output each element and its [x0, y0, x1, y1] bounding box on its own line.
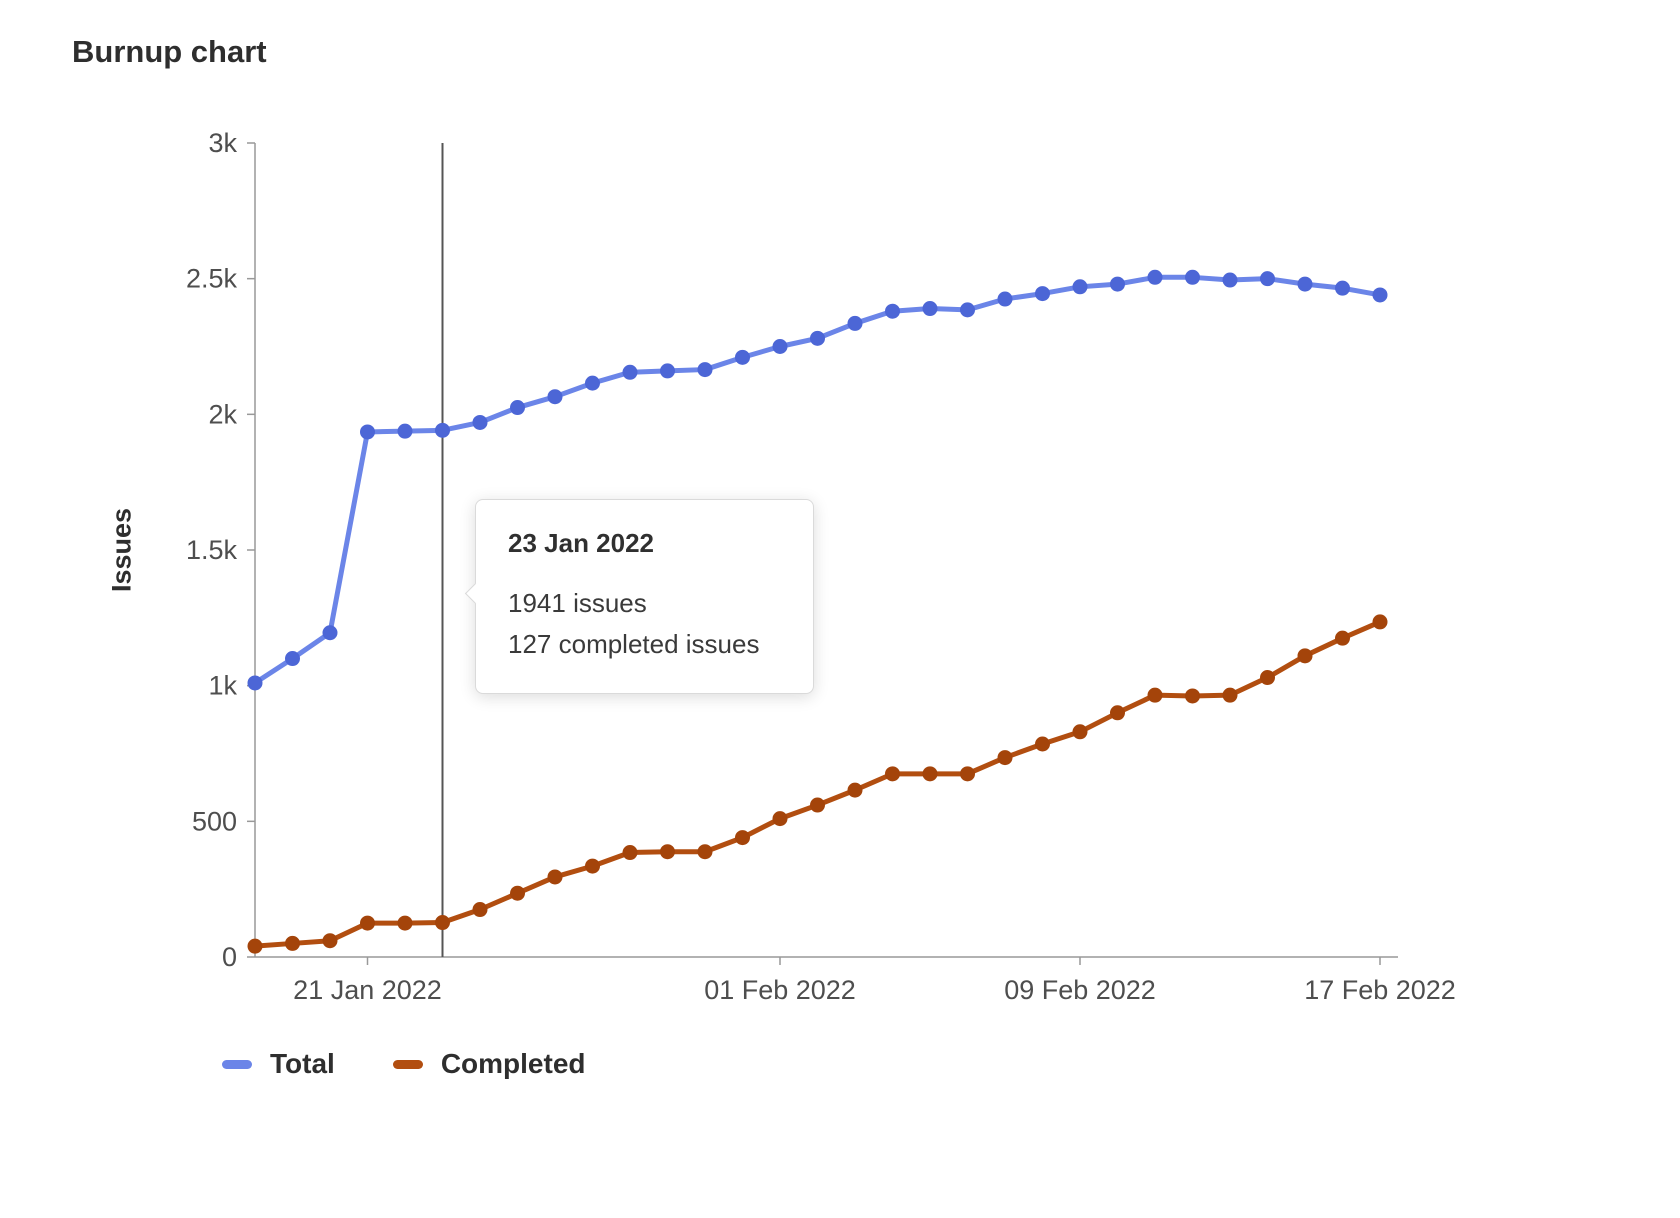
- series-point-total[interactable]: [622, 364, 638, 380]
- x-tick-label: 21 Jan 2022: [293, 975, 442, 1005]
- series-point-total[interactable]: [847, 315, 863, 331]
- series-point-total[interactable]: [547, 389, 563, 405]
- series-point-completed[interactable]: [1035, 736, 1050, 752]
- series-point-total[interactable]: [322, 625, 338, 641]
- series-point-total[interactable]: [1222, 272, 1238, 288]
- legend-item-total[interactable]: Total: [222, 1048, 335, 1080]
- legend-label-completed: Completed: [440, 1048, 586, 1079]
- series-point-completed[interactable]: [772, 811, 788, 827]
- series-point-completed[interactable]: [810, 797, 825, 813]
- series-point-total[interactable]: [247, 675, 263, 691]
- series-point-total[interactable]: [922, 301, 938, 317]
- series-point-completed[interactable]: [247, 938, 263, 954]
- series-point-completed[interactable]: [360, 915, 375, 931]
- series-point-total[interactable]: [1372, 287, 1388, 303]
- series-point-total[interactable]: [1260, 271, 1275, 287]
- series-point-total[interactable]: [510, 400, 525, 416]
- y-tick-label: 1k: [208, 671, 237, 701]
- series-point-total[interactable]: [1185, 269, 1200, 285]
- legend-swatch-completed-icon: [392, 1059, 423, 1069]
- series-point-total[interactable]: [735, 349, 750, 365]
- series-point-completed[interactable]: [660, 844, 675, 860]
- x-tick-label: 17 Feb 2022: [1304, 975, 1456, 1005]
- series-point-completed[interactable]: [510, 885, 525, 901]
- legend-label-total: Total: [270, 1048, 335, 1079]
- x-tick-label: 09 Feb 2022: [1004, 975, 1156, 1005]
- series-point-total[interactable]: [285, 651, 300, 667]
- series-point-total[interactable]: [997, 291, 1013, 307]
- series-point-total[interactable]: [1335, 280, 1350, 296]
- series-point-completed[interactable]: [1335, 630, 1350, 646]
- series-point-completed[interactable]: [397, 915, 413, 931]
- series-point-completed[interactable]: [997, 750, 1013, 766]
- series-point-completed[interactable]: [472, 902, 488, 918]
- series-point-completed[interactable]: [735, 830, 750, 846]
- y-tick-label: 500: [192, 806, 237, 836]
- series-point-total[interactable]: [697, 362, 713, 378]
- tooltip-completed-issues: 127 completed issues: [508, 629, 760, 659]
- series-line-completed[interactable]: [252, 619, 1383, 949]
- series-point-completed[interactable]: [547, 869, 563, 885]
- page-title: Burnup chart: [72, 34, 267, 69]
- series-point-total[interactable]: [772, 339, 788, 354]
- tooltip-date: 23 Jan 2022: [508, 528, 655, 558]
- chart-tooltip: 23 Jan 2022 1941 issues 127 completed is…: [464, 499, 814, 694]
- series-point-total[interactable]: [360, 424, 375, 440]
- series-point-completed[interactable]: [1372, 614, 1388, 630]
- series-point-completed[interactable]: [922, 766, 938, 782]
- series-point-completed[interactable]: [1072, 724, 1088, 740]
- y-tick-label: 2.5k: [186, 264, 238, 294]
- series-point-completed[interactable]: [1260, 670, 1275, 686]
- series-point-completed[interactable]: [435, 915, 450, 931]
- series-point-total[interactable]: [660, 363, 675, 379]
- series-point-total[interactable]: [885, 303, 900, 319]
- series-point-completed[interactable]: [1185, 688, 1200, 704]
- series-point-completed[interactable]: [960, 766, 975, 782]
- series-point-completed[interactable]: [585, 858, 600, 874]
- legend-swatch-total-icon: [222, 1059, 252, 1069]
- chart-legend: Total Completed: [222, 1048, 586, 1080]
- legend-item-completed[interactable]: Completed: [392, 1048, 586, 1080]
- series-point-total[interactable]: [435, 422, 450, 438]
- y-tick-label: 1.5k: [186, 535, 238, 565]
- y-tick-label: 2k: [208, 399, 237, 429]
- series-point-completed[interactable]: [885, 766, 900, 782]
- burnup-chart-canvas[interactable]: 0 500 1k 1.5k 2k 2.5k 3k 21 Jan 2022 01 Feb 2022…: [0, 0, 1680, 1030]
- series-point-completed[interactable]: [285, 935, 300, 951]
- series-point-total[interactable]: [585, 375, 600, 391]
- series-point-total[interactable]: [397, 423, 413, 439]
- series-point-total[interactable]: [1035, 286, 1050, 302]
- series-point-completed[interactable]: [1110, 705, 1125, 721]
- y-tick-label: 3k: [208, 128, 237, 158]
- series-point-completed[interactable]: [847, 782, 863, 798]
- series-point-completed[interactable]: [622, 845, 638, 861]
- series-point-total[interactable]: [1110, 276, 1125, 292]
- y-tick-label: 0: [222, 942, 237, 972]
- series-point-total[interactable]: [960, 302, 975, 318]
- series-point-completed[interactable]: [1222, 687, 1238, 703]
- tooltip-total-issues: 1941 issues: [508, 588, 647, 618]
- series-point-total[interactable]: [810, 330, 825, 346]
- series-point-total[interactable]: [1297, 276, 1313, 292]
- series-point-total[interactable]: [472, 414, 488, 430]
- series-point-completed[interactable]: [1297, 648, 1313, 664]
- series-point-total[interactable]: [1147, 269, 1163, 285]
- series-point-completed[interactable]: [322, 933, 338, 949]
- series-point-completed[interactable]: [697, 844, 713, 860]
- series-point-completed[interactable]: [1147, 687, 1163, 703]
- x-tick-label: 01 Feb 2022: [704, 975, 856, 1005]
- series-point-total[interactable]: [1072, 279, 1088, 295]
